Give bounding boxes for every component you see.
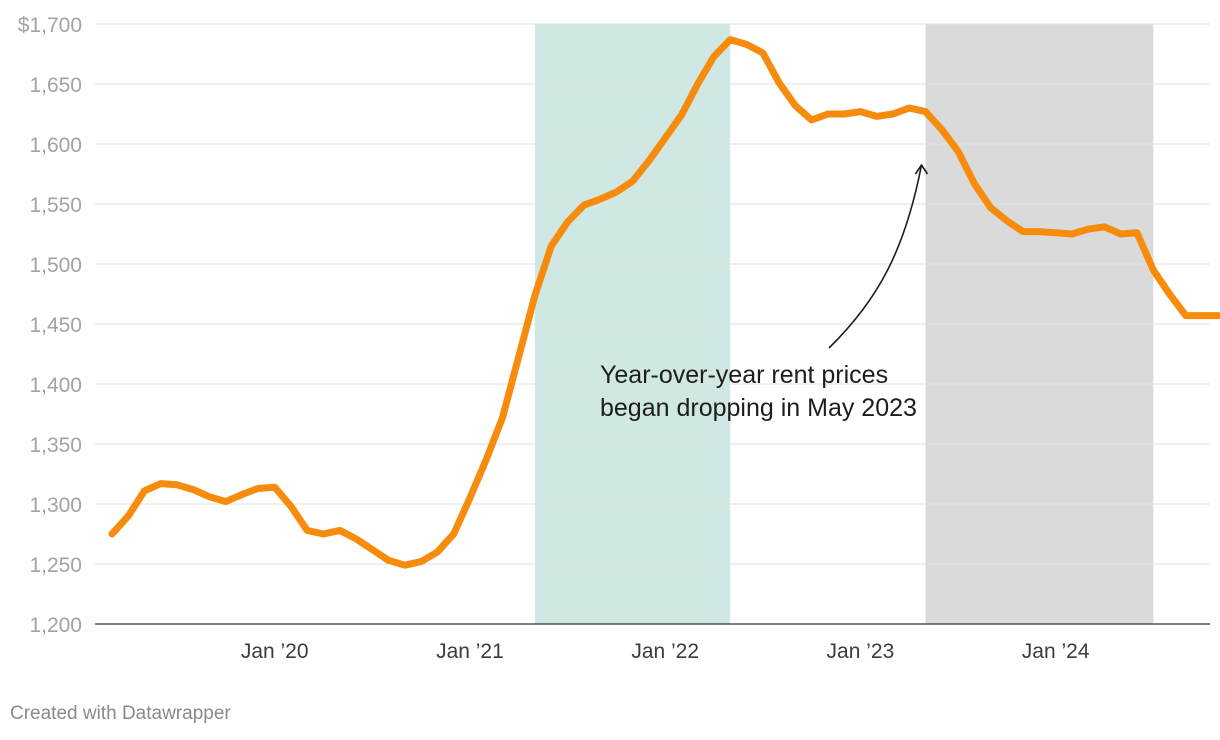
x-tick-label: Jan ’24 xyxy=(1022,640,1090,663)
y-tick-label: 1,600 xyxy=(29,134,82,157)
x-axis: Jan ’20 Jan ’21 Jan ’22 Jan ’23 Jan ’24 xyxy=(241,640,1090,663)
annotation-arrowhead xyxy=(914,164,929,175)
annotation-text: Year-over-year rent prices began dropping… xyxy=(600,361,917,422)
annotation: Year-over-year rent prices began dropping… xyxy=(600,164,929,422)
rent-line-chart: 1,200 1,250 1,300 1,350 1,400 1,450 1,500 1,550… xyxy=(18,14,1220,663)
y-tick-label: 1,300 xyxy=(29,494,82,517)
y-tick-label: 1,500 xyxy=(29,254,82,277)
credit-text: Created with Datawrapper xyxy=(10,703,231,724)
y-tick-label: 1,400 xyxy=(29,374,82,397)
y-tick-label: 1,550 xyxy=(29,194,82,217)
y-tick-label: 1,200 xyxy=(29,614,82,637)
series-lines xyxy=(108,36,1220,569)
y-tick-label: 1,650 xyxy=(29,74,82,97)
y-tick-label: 1,350 xyxy=(29,434,82,457)
y-tick-label: $1,700 xyxy=(18,14,82,37)
series-line-rent xyxy=(108,36,1220,569)
y-axis: 1,200 1,250 1,300 1,350 1,400 1,450 1,500 1,550… xyxy=(18,14,82,637)
annotation-arrow xyxy=(828,164,923,349)
gridlines xyxy=(95,23,1210,625)
x-tick-label: Jan ’23 xyxy=(827,640,895,663)
x-tick-label: Jan ’21 xyxy=(436,640,504,663)
y-tick-label: 1,250 xyxy=(29,554,82,577)
y-tick-label: 1,450 xyxy=(29,314,82,337)
x-tick-label: Jan ’22 xyxy=(631,640,699,663)
x-tick-label: Jan ’20 xyxy=(241,640,309,663)
